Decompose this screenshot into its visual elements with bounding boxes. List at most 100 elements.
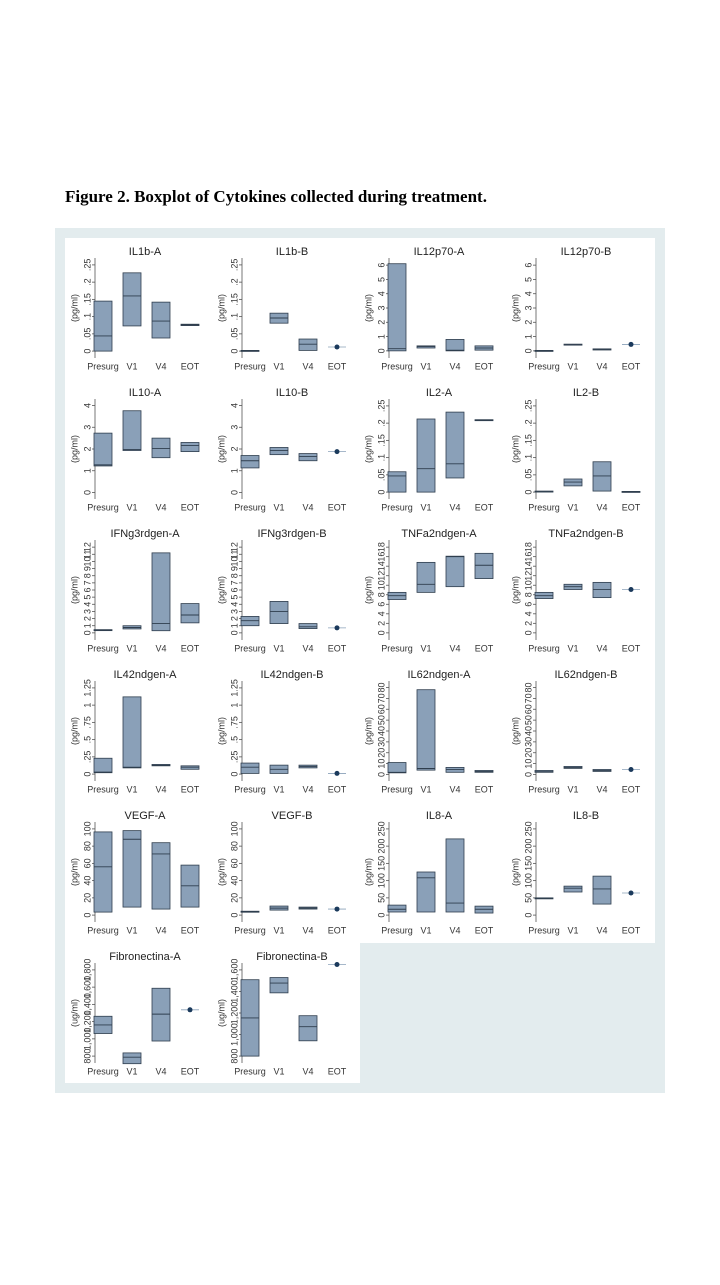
y-axis-label: (pg/ml)	[363, 435, 373, 463]
y-tick-label: .5	[82, 736, 92, 744]
point	[334, 449, 340, 455]
y-tick-label: 6	[82, 587, 92, 592]
y-tick-label: 6	[523, 263, 533, 268]
chart-title: IL8-A	[426, 810, 453, 822]
box	[416, 561, 436, 593]
box	[592, 581, 612, 599]
x-tick-label: V1	[273, 925, 284, 935]
y-tick-label: 3	[82, 425, 92, 430]
point	[187, 1007, 193, 1013]
box	[122, 1052, 142, 1065]
x-tick-label: Presurg	[234, 643, 266, 653]
y-tick-label: 50	[523, 893, 533, 903]
x-tick-label: V1	[126, 361, 137, 371]
x-tick-label: V1	[126, 784, 137, 794]
x-tick-label: V4	[302, 643, 313, 653]
y-tick-label: 9	[229, 566, 239, 571]
y-tick-label: 8	[229, 573, 239, 578]
y-tick-label: 12	[229, 542, 239, 552]
x-tick-label: EOT	[181, 643, 200, 653]
y-tick-label: 12	[376, 571, 386, 581]
box	[122, 830, 142, 908]
y-tick-label: .75	[82, 716, 92, 729]
box	[474, 552, 494, 579]
y-tick-label: 4	[376, 291, 386, 296]
y-tick-label: 10	[82, 556, 92, 566]
y-axis-label: (pg/ml)	[216, 717, 226, 745]
y-tick-label: 0	[229, 772, 239, 777]
x-tick-label: EOT	[328, 502, 347, 512]
y-tick-label: 3	[523, 305, 533, 310]
y-tick-label: 1	[229, 468, 239, 473]
point	[334, 770, 340, 776]
y-tick-label: .25	[82, 259, 92, 272]
y-tick-label: 10	[229, 556, 239, 566]
x-tick-label: V4	[302, 1066, 313, 1076]
y-tick-label: .5	[229, 736, 239, 744]
point	[628, 766, 634, 772]
x-tick-label: V4	[155, 643, 166, 653]
x-tick-label: V1	[420, 502, 431, 512]
y-tick-label: 250	[523, 821, 533, 836]
y-tick-label: 18	[523, 542, 533, 552]
y-tick-label: 60	[376, 704, 386, 714]
box	[93, 432, 113, 467]
x-tick-label: V1	[567, 643, 578, 653]
box	[240, 455, 260, 469]
box	[298, 453, 318, 462]
y-tick-label: 2	[376, 621, 386, 626]
y-tick-label: 18	[376, 542, 386, 552]
chart-title: IL10-A	[129, 387, 162, 399]
x-tick-label: V4	[449, 925, 460, 935]
point	[628, 341, 634, 347]
x-tick-label: V4	[155, 784, 166, 794]
box	[445, 339, 465, 352]
x-tick-label: V1	[126, 925, 137, 935]
y-tick-label: 0	[82, 913, 92, 918]
x-tick-label: V4	[596, 502, 607, 512]
y-tick-label: 80	[376, 683, 386, 693]
y-tick-label: 40	[376, 726, 386, 736]
x-tick-label: V1	[273, 361, 284, 371]
x-tick-label: Presurg	[87, 643, 119, 653]
y-tick-label: 60	[229, 858, 239, 868]
x-tick-label: Presurg	[234, 502, 266, 512]
x-tick-label: V1	[420, 925, 431, 935]
y-axis-label: (ug/ml)	[69, 999, 79, 1027]
x-tick-label: EOT	[622, 361, 641, 371]
chart-title: VEGF-B	[272, 810, 313, 822]
box	[122, 410, 142, 451]
x-tick-label: V1	[126, 1066, 137, 1076]
x-tick-label: EOT	[475, 502, 494, 512]
box	[240, 762, 260, 774]
box	[151, 842, 171, 910]
x-tick-label: EOT	[622, 502, 641, 512]
box	[269, 447, 289, 456]
x-tick-label: Presurg	[528, 925, 560, 935]
x-tick-label: Presurg	[528, 502, 560, 512]
x-tick-label: EOT	[475, 361, 494, 371]
chart-title: IL12p70-B	[561, 246, 612, 258]
x-tick-label: V4	[155, 925, 166, 935]
x-tick-label: EOT	[181, 502, 200, 512]
y-tick-label: .15	[82, 293, 92, 306]
y-tick-label: 4	[229, 602, 239, 607]
y-tick-label: 5	[376, 277, 386, 282]
point	[628, 890, 634, 896]
chart-title: IL62ndgen-B	[555, 669, 618, 681]
y-tick-label: 80	[229, 841, 239, 851]
caption: Figure 2. Boxplot of Cytokines collected…	[65, 187, 487, 206]
x-tick-label: EOT	[328, 643, 347, 653]
y-tick-label: 6	[376, 602, 386, 607]
y-axis-label: (pg/ml)	[69, 858, 79, 886]
y-tick-label: 3	[82, 609, 92, 614]
x-tick-label: V1	[420, 643, 431, 653]
y-tick-label: 0	[82, 349, 92, 354]
y-tick-label: 800	[82, 1049, 92, 1064]
y-tick-label: 2	[229, 616, 239, 621]
y-tick-label: 7	[229, 580, 239, 585]
point	[628, 587, 634, 593]
y-tick-label: 50	[376, 893, 386, 903]
y-tick-label: 1	[376, 334, 386, 339]
y-tick-label: 40	[523, 726, 533, 736]
